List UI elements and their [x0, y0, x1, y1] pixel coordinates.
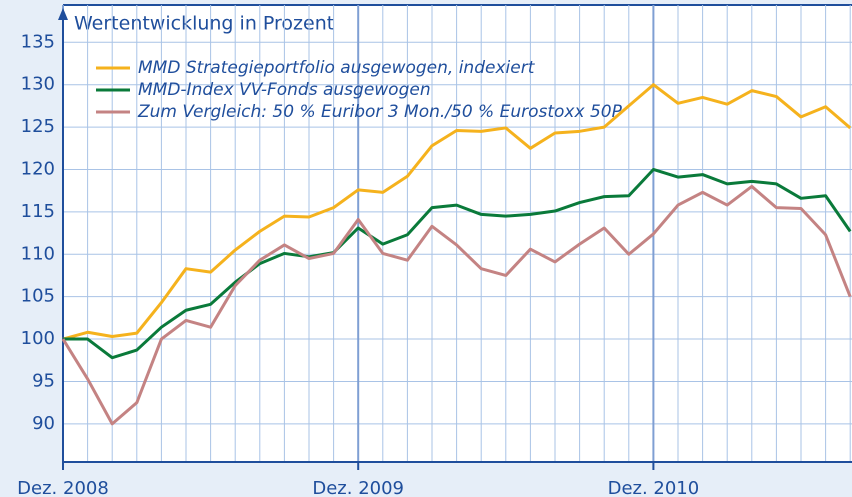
y-tick-label: 110 [21, 243, 55, 264]
legend-label: MMD-Index VV-Fonds ausgewogen [138, 80, 431, 100]
y-tick-label: 90 [32, 413, 55, 434]
series-line [62, 83, 852, 341]
series-line [61, 184, 852, 426]
legend-label: Zum Vergleich: 50 % Euribor 3 Mon./50 % … [137, 102, 623, 122]
series-line [63, 167, 852, 360]
y-tick-label: 115 [21, 201, 55, 222]
x-tick-label: Dez. 2010 [608, 478, 700, 497]
x-tick-label: Dez. 2008 [17, 478, 109, 497]
x-tick-label: Dez. 2009 [312, 478, 404, 497]
y-tick-label: 135 [21, 31, 55, 52]
chart-title: Wertentwicklung in Prozent [74, 13, 334, 35]
y-tick-label: 125 [21, 116, 55, 137]
plot-area [63, 5, 852, 462]
y-tick-label: 120 [21, 158, 55, 179]
y-axis-arrow [58, 8, 68, 20]
legend-label: MMD Strategieportfolio ausgewogen, index… [138, 58, 536, 78]
y-tick-label: 105 [21, 286, 55, 307]
y-tick-label: 130 [21, 74, 55, 95]
y-tick-label: 95 [32, 370, 55, 391]
y-tick-label: 100 [21, 328, 55, 349]
